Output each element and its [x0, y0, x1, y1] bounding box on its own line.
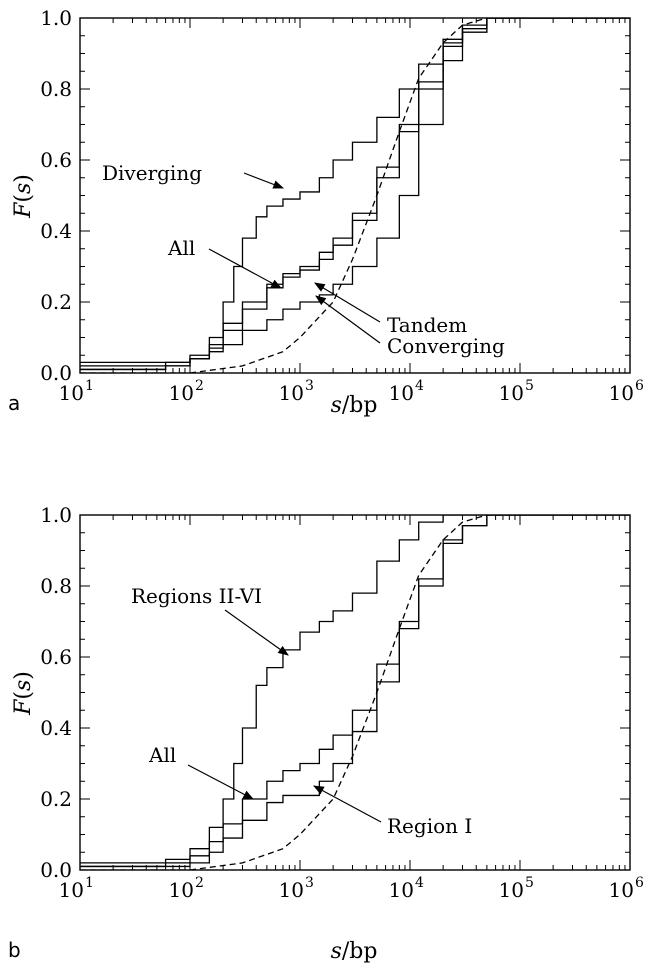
y-tick-label: 0.4 [40, 219, 72, 243]
x-tick-exponent: 6 [635, 378, 644, 394]
annotation-arrow-diverging [243, 172, 285, 189]
series-line-converging [80, 18, 630, 363]
y-tick-label: 0.0 [40, 361, 72, 385]
x-tick-label: 10 [389, 381, 414, 405]
x-tick-exponent: 4 [415, 378, 424, 394]
series-line-all [80, 515, 630, 868]
series-line-reference [80, 515, 520, 870]
x-tick-label: 10 [609, 381, 634, 405]
x-axis-title: s/bp [331, 393, 378, 418]
x-tick-exponent: 6 [635, 875, 644, 891]
y-tick-label: 0.4 [40, 716, 72, 740]
annotation-arrow-converging [315, 295, 381, 344]
x-tick-exponent: 2 [195, 378, 204, 394]
series-line-diverging [80, 18, 630, 367]
x-tick-label: 10 [499, 878, 524, 902]
panel-a: 10 1 10 2 10 3 10 4 10 5 10 60.00.20.40.60.81.0Dive… [8, 6, 644, 418]
y-tick-label: 0.2 [40, 787, 72, 811]
x-tick-label: 10 [499, 381, 524, 405]
y-tick-label: 0.6 [40, 148, 72, 172]
x-tick-label: 10 [169, 878, 194, 902]
y-tick-label: 1.0 [40, 6, 72, 30]
annotation-arrow-regions-ii-vi [224, 609, 289, 656]
y-axis-title: F(s) [11, 174, 36, 219]
annotation-label-region-i: Region I [387, 814, 472, 838]
annotation-arrow-all [208, 248, 282, 289]
x-tick-label: 10 [389, 878, 414, 902]
x-tick-exponent: 2 [195, 875, 204, 891]
series-line-region-i [80, 515, 630, 868]
plot-frame [79, 17, 631, 374]
y-axis-title: F(s) [11, 671, 36, 716]
x-tick-exponent: 3 [305, 378, 314, 394]
x-tick-label: 10 [59, 878, 84, 902]
annotation-label-regions-ii-vi: Regions II-VI [131, 584, 262, 608]
panel-letter: a [8, 391, 20, 415]
y-tick-label: 0.6 [40, 645, 72, 669]
x-tick-exponent: 5 [525, 875, 534, 891]
x-tick-exponent: 1 [85, 378, 94, 394]
x-tick-exponent: 1 [85, 875, 94, 891]
x-tick-label: 10 [279, 878, 304, 902]
annotation-arrow-region-i [313, 785, 382, 823]
series-line-tandem [80, 18, 630, 371]
series-line-regions-ii-vi [80, 515, 630, 864]
y-tick-label: 0.8 [40, 574, 72, 598]
annotation-label-all: All [148, 743, 176, 767]
x-tick-label: 10 [609, 878, 634, 902]
panel-b: 10 1 10 2 10 3 10 4 10 5 10 60.00.20.40.60.81.0Regi… [8, 503, 644, 964]
x-tick-label: 10 [279, 381, 304, 405]
annotation-label-diverging: Diverging [102, 161, 202, 185]
annotation-arrow-all [187, 764, 254, 800]
x-tick-label: 10 [169, 381, 194, 405]
plot-frame [79, 514, 631, 871]
annotation-label-all: All [167, 236, 195, 260]
x-axis-title: s/bp [331, 939, 378, 964]
series-line-reference [80, 18, 520, 373]
x-tick-exponent: 4 [415, 875, 424, 891]
y-tick-label: 0.8 [40, 77, 72, 101]
annotation-label-converging: Converging [387, 334, 505, 358]
annotation-arrow-tandem [314, 282, 381, 323]
series-line-all [80, 18, 630, 371]
y-tick-label: 0.0 [40, 858, 72, 882]
y-tick-label: 0.2 [40, 290, 72, 314]
x-tick-exponent: 3 [305, 875, 314, 891]
annotation-label-tandem: Tandem [387, 313, 467, 337]
x-tick-exponent: 5 [525, 378, 534, 394]
y-tick-label: 1.0 [40, 503, 72, 527]
panel-letter: b [8, 938, 21, 962]
x-tick-label: 10 [59, 381, 84, 405]
